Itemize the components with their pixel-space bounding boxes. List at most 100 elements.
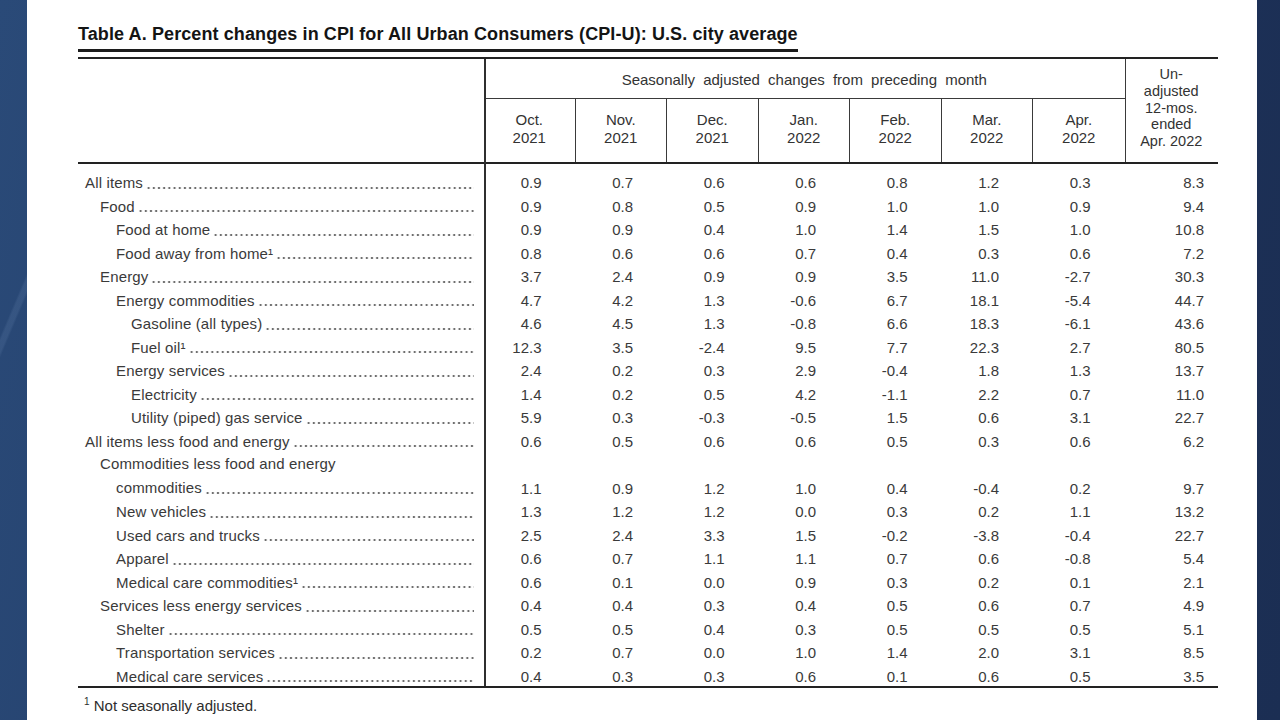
data-cell: -0.3 (667, 406, 759, 430)
spanner-header: Seasonally adjusted changes from precedi… (484, 59, 1125, 99)
month-header-cell: Jan.2022 (759, 99, 851, 162)
row-label-text: All items (85, 171, 143, 195)
data-cell: 0.3 (942, 430, 1034, 454)
row-label: Electricity (78, 383, 484, 407)
table-row: Utility (piped) gas service5.90.3-0.3-0.… (78, 406, 1218, 430)
data-cell: 0.8 (484, 242, 576, 266)
dot-leader (305, 594, 474, 618)
data-cell: 0.7 (576, 641, 668, 665)
data-cell: 6.6 (850, 312, 942, 336)
row-label: Medical care commodities¹ (78, 571, 484, 595)
data-cell: 7.7 (850, 336, 942, 360)
data-cell: 0.9 (484, 195, 576, 219)
data-cell: 0.9 (759, 195, 851, 219)
month-header-cell: Nov.2021 (576, 99, 668, 162)
month-header-cell: Apr.2022 (1033, 99, 1125, 162)
row-label-line: Medical care commodities¹ (116, 571, 476, 595)
data-cell: 0.5 (576, 430, 668, 454)
data-cell: -0.4 (942, 453, 1034, 500)
table-row: Food0.90.80.50.91.01.00.99.4 (78, 195, 1218, 219)
row-label: All items (78, 171, 484, 195)
data-cell: 1.0 (759, 453, 851, 500)
month-name: Apr. (1033, 111, 1125, 129)
row-label: All items less food and energy (78, 430, 484, 454)
data-cell: 3.1 (1033, 406, 1125, 430)
data-cell: 0.7 (759, 242, 851, 266)
data-cell: 1.5 (850, 406, 942, 430)
data-cell: 0.6 (942, 594, 1034, 618)
data-cell: 0.5 (667, 383, 759, 407)
data-cell: 0.8 (850, 171, 942, 195)
unadjusted-header: Un-adjusted12-mos.endedApr. 2022 (1125, 59, 1219, 162)
data-cell: 1.2 (942, 171, 1034, 195)
data-cell: 10.8 (1125, 218, 1219, 242)
row-label-text: Electricity (131, 383, 197, 407)
data-cell: 0.9 (576, 218, 668, 242)
data-cell: 0.4 (667, 218, 759, 242)
row-label: Shelter (78, 618, 484, 642)
row-label-text: Gasoline (all types) (131, 312, 262, 336)
table-body: All items0.90.70.60.60.81.20.38.3Food0.9… (78, 162, 1218, 688)
data-cell: -0.2 (850, 524, 942, 548)
table-row: Medical care commodities¹0.60.10.00.90.3… (78, 571, 1218, 595)
data-cell: 0.7 (576, 171, 668, 195)
data-cell: 4.7 (484, 289, 576, 313)
data-cell: 0.3 (759, 618, 851, 642)
month-year: 2022 (759, 129, 850, 147)
dot-leader (301, 571, 474, 595)
table-row: Food away from home¹0.80.60.60.70.40.30.… (78, 242, 1218, 266)
data-cell: 1.3 (667, 289, 759, 313)
row-label-text: Apparel (116, 547, 169, 571)
data-cell: 0.0 (667, 641, 759, 665)
data-cell: 0.3 (850, 571, 942, 595)
data-cell: 1.0 (759, 641, 851, 665)
data-cell: 0.6 (484, 430, 576, 454)
document-page: Table A. Percent changes in CPI for All … (27, 0, 1257, 720)
data-cell: 3.7 (484, 265, 576, 289)
data-cell: 0.9 (759, 571, 851, 595)
row-label-line: Medical care services (116, 665, 476, 688)
stub-header-cell (78, 59, 484, 162)
table-row: Used cars and trucks2.52.43.31.5-0.2-3.8… (78, 524, 1218, 548)
row-label-line: Electricity (131, 383, 476, 407)
row-label: Gasoline (all types) (78, 312, 484, 336)
data-cell: 2.0 (942, 641, 1034, 665)
data-cell: 5.1 (1125, 618, 1219, 642)
data-cell: 0.6 (759, 171, 851, 195)
data-cell: 0.1 (850, 665, 942, 688)
data-cell: 0.6 (667, 430, 759, 454)
row-label: Medical care services (78, 665, 484, 688)
data-cell: 0.2 (942, 500, 1034, 524)
month-header-cell: Oct.2021 (484, 99, 576, 162)
data-cell: 43.6 (1125, 312, 1219, 336)
row-label: Energy commodities (78, 289, 484, 313)
row-label-text: Medical care commodities¹ (116, 571, 298, 595)
data-cell: 0.6 (759, 430, 851, 454)
data-cell: 0.4 (484, 665, 576, 688)
data-cell: 0.6 (576, 242, 668, 266)
data-cell: 0.6 (942, 406, 1034, 430)
data-cell: 0.0 (759, 500, 851, 524)
unadjusted-header-line: 12-mos. (1125, 100, 1219, 117)
row-label-line: Apparel (116, 547, 476, 571)
data-cell: 9.4 (1125, 195, 1219, 219)
data-cell: 0.3 (942, 242, 1034, 266)
month-year: 2021 (667, 129, 758, 147)
row-label-line: Shelter (116, 618, 476, 642)
dot-leader (306, 406, 474, 430)
month-name: Dec. (667, 111, 758, 129)
data-cell: -0.4 (1033, 524, 1125, 548)
data-cell: 9.5 (759, 336, 851, 360)
data-cell: 18.1 (942, 289, 1034, 313)
data-cell: 0.5 (667, 195, 759, 219)
data-cell: 0.5 (576, 618, 668, 642)
dot-leader (168, 618, 474, 642)
row-label: Utility (piped) gas service (78, 406, 484, 430)
row-label-text: Transportation services (116, 641, 275, 665)
dot-leader (151, 265, 474, 289)
dot-leader (276, 242, 474, 266)
unadjusted-header-line: adjusted (1125, 83, 1219, 100)
dot-leader (205, 475, 474, 500)
data-cell: 1.1 (484, 453, 576, 500)
row-label-text: Food away from home¹ (116, 242, 273, 266)
